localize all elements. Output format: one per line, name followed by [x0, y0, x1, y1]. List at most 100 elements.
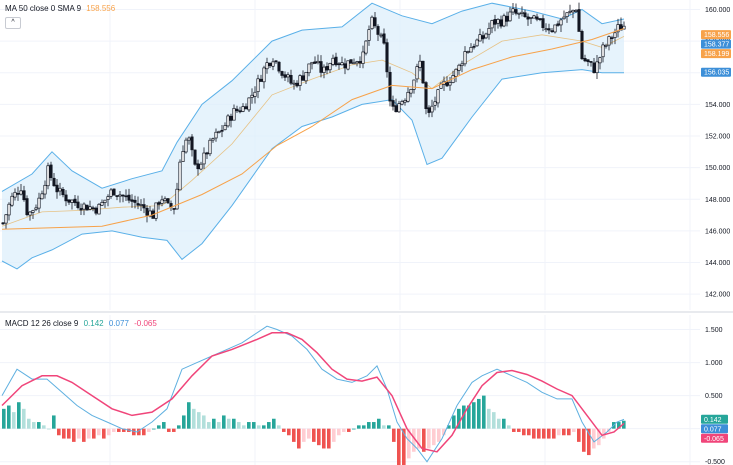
candle-body [64, 194, 68, 202]
candle-body [517, 12, 521, 15]
macd-histogram-bar [322, 428, 326, 449]
candle-body [25, 198, 29, 216]
candle-body [304, 71, 308, 82]
candle-body [52, 177, 56, 187]
candle-body [289, 74, 293, 84]
macd-histogram-bar [317, 428, 321, 446]
candle-body [340, 62, 344, 66]
macd-histogram-bar [227, 418, 231, 429]
macd-histogram-bar [77, 428, 81, 439]
price-axis[interactable]: 160.000158.000156.000154.000152.000150.0… [700, 7, 732, 465]
candle-body [46, 165, 50, 187]
macd-histogram-bar [102, 428, 106, 439]
macd-histogram-bar [492, 412, 496, 429]
macd-histogram-bar [622, 420, 626, 429]
macd-axis-tick: 1.500 [705, 327, 723, 334]
candle-body [592, 62, 596, 74]
candle-body [361, 51, 365, 64]
macd-histogram-bar [497, 418, 501, 429]
candle-body [94, 207, 98, 214]
macd-histogram-bar [2, 408, 6, 429]
macd-legend-hist: -0.065 [134, 319, 157, 328]
macd-histogram-bar [192, 408, 196, 429]
candle-body [148, 210, 152, 217]
candle-body [241, 106, 245, 112]
ma-legend[interactable]: MA 50 close 0 SMA 9 158.556 [5, 4, 118, 13]
candle-body [604, 44, 608, 47]
collapse-legend-button[interactable]: ^ [5, 17, 21, 29]
macd-histogram-bar [432, 428, 436, 446]
macd-histogram-bar [467, 405, 471, 429]
price-tag-label: 158.556 [704, 32, 729, 39]
candle-body [196, 163, 200, 170]
candle-body [115, 195, 119, 197]
bollinger-upper-line [1, 2, 625, 192]
candle-body [1, 222, 5, 225]
candle-body [478, 34, 482, 42]
candle-body [472, 45, 476, 48]
candle-body [454, 68, 458, 77]
candle-body [367, 29, 371, 41]
candle-body [607, 36, 611, 46]
candle-body [220, 129, 224, 132]
macd-histogram-bar [182, 415, 186, 429]
macd-histogram-bar [247, 422, 251, 429]
macd-histogram-bar [132, 428, 136, 436]
macd-legend-signal: 0.077 [108, 319, 129, 328]
candle-body [553, 24, 557, 33]
candle-body [499, 19, 503, 27]
candle-body [91, 207, 95, 210]
candle-body [121, 194, 125, 197]
candle-body [523, 12, 527, 18]
macd-histogram-bar [437, 428, 441, 442]
candle-body [409, 89, 413, 94]
candles [1, 2, 626, 230]
candle-body [490, 20, 494, 29]
macd-histogram-bar [412, 428, 416, 452]
candle-body [214, 131, 218, 139]
candle-body [406, 91, 410, 102]
candle-body [205, 152, 209, 155]
candle-body [172, 208, 176, 210]
candle-body [484, 33, 488, 39]
candle-body [76, 201, 80, 209]
macd-histogram-bar [262, 425, 266, 429]
candle-body [211, 138, 215, 141]
candle-body [400, 101, 404, 105]
macd-histogram-bar [57, 428, 61, 436]
candle-body [10, 195, 14, 206]
bollinger-basis-line [1, 34, 625, 227]
candle-body [319, 61, 323, 73]
candle-body [595, 61, 599, 74]
macd-histogram-bar [42, 425, 46, 429]
candle-body [37, 197, 41, 209]
candle-body [256, 78, 260, 93]
macd-histogram-bar [277, 425, 281, 429]
macd-histogram-bar [87, 428, 91, 439]
candle-body [139, 204, 143, 206]
candle-body [187, 137, 191, 141]
candle-body [331, 57, 335, 65]
candle-body [247, 97, 251, 111]
candle-body [481, 35, 485, 40]
candle-body [34, 207, 38, 210]
candle-body [427, 107, 431, 113]
candle-body [223, 125, 227, 131]
macd-legend[interactable]: MACD 12 26 close 9 0.142 0.077 -0.065 [5, 319, 160, 328]
candle-body [355, 61, 359, 64]
macd-histogram-bar [337, 428, 341, 436]
candle-body [88, 206, 92, 210]
candle-body [4, 214, 8, 224]
candle-body [397, 103, 401, 113]
candle-body [274, 60, 278, 63]
macd-pane [0, 315, 700, 465]
candle-body [391, 100, 395, 107]
candle-body [142, 204, 146, 209]
candle-body [217, 130, 221, 133]
candle-body [307, 63, 311, 74]
macd-histogram-bar [172, 428, 176, 432]
candle-body [358, 61, 362, 64]
macd-histogram-bar [392, 428, 396, 442]
macd-histogram-bar [327, 428, 331, 449]
macd-histogram-bar [442, 428, 446, 436]
